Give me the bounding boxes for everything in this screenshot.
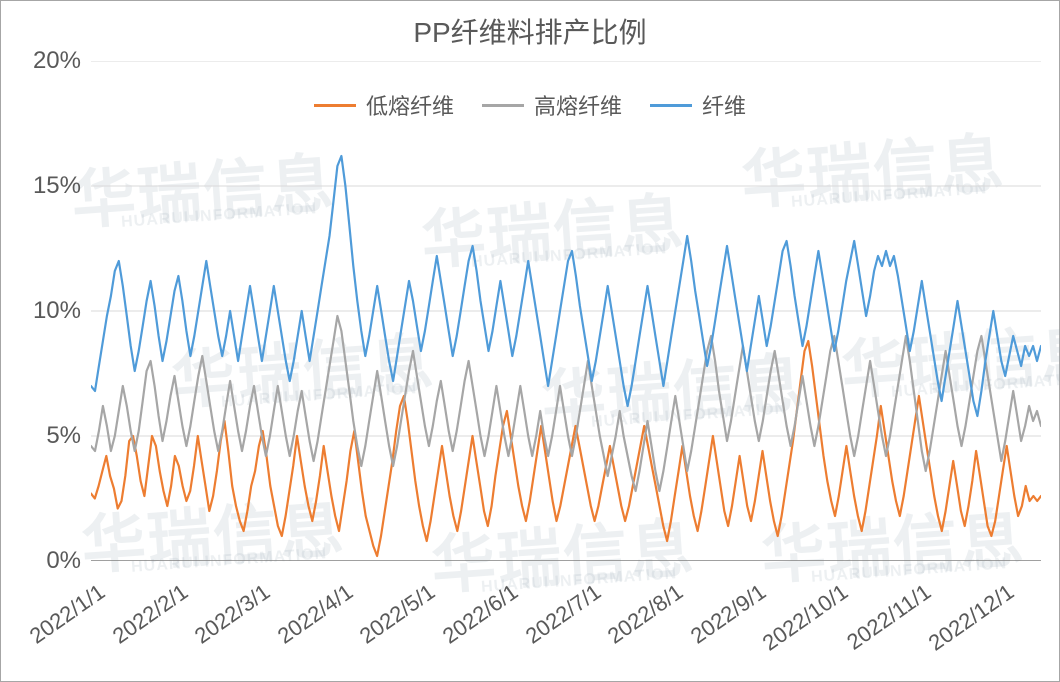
x-tick-label: 2022/9/1 [686,579,771,649]
series-line [91,316,1041,491]
series-line [91,341,1041,556]
x-tick-label: 2022/4/1 [273,579,358,649]
x-tick-label: 2022/3/1 [190,579,275,649]
y-tick-label: 20% [11,47,81,75]
plot-area [91,61,1041,561]
x-tick-label: 2022/8/1 [603,579,688,649]
x-tick-label: 2022/5/1 [355,579,440,649]
y-tick-label: 10% [11,297,81,325]
x-tick-label: 2022/12/1 [924,579,1019,656]
x-tick-label: 2022/1/1 [25,579,110,649]
chart-title: PP纤维料排产比例 [1,11,1059,51]
x-tick-label: 2022/10/1 [758,579,853,656]
plot-svg [91,61,1041,561]
x-tick-label: 2022/2/1 [107,579,192,649]
y-tick-label: 0% [11,547,81,575]
y-tick-label: 5% [11,422,81,450]
x-tick-label: 2022/6/1 [438,579,523,649]
x-tick-label: 2022/11/1 [842,579,936,656]
y-tick-label: 15% [11,172,81,200]
x-tick-label: 2022/7/1 [520,579,605,649]
chart-container: PP纤维料排产比例 华瑞信息HUARUI INFORMATION华瑞信息HUAR… [0,0,1060,682]
